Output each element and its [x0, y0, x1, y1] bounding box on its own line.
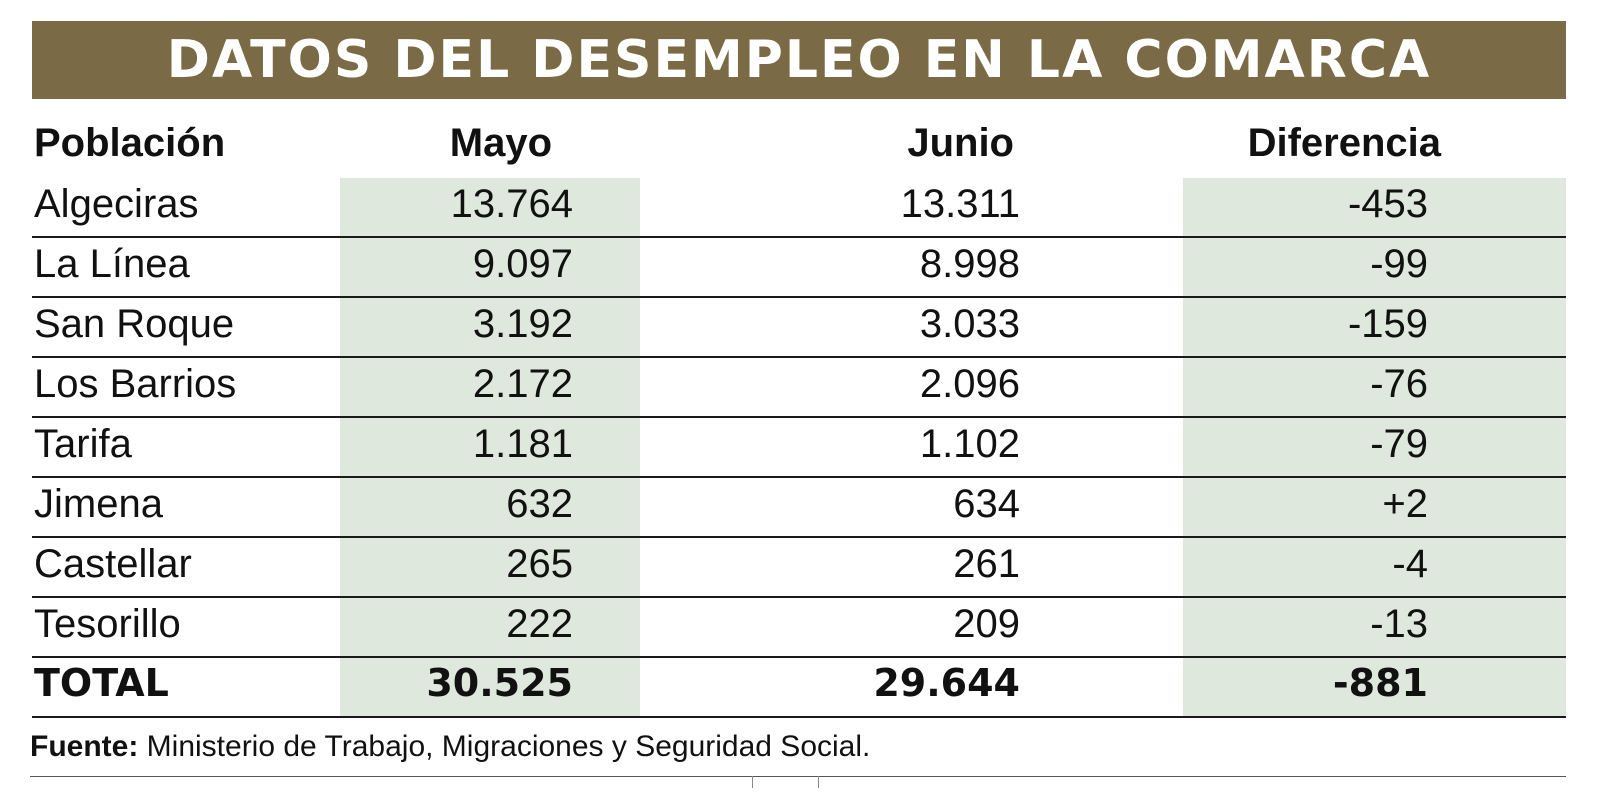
cell-junio: 209 [953, 602, 1020, 646]
table-row: Jimena 632 634 +2 [32, 478, 1566, 538]
cell-poblacion: San Roque [34, 302, 235, 346]
table-row: Tarifa 1.181 1.102 -79 [32, 418, 1566, 478]
table-body: Algeciras 13.764 13.311 -453 La Línea 9.… [0, 178, 1600, 718]
cell-mayo: 9.097 [472, 242, 573, 286]
divider-tick [818, 776, 819, 788]
cell-mayo: 13.764 [450, 182, 573, 226]
cell-mayo: 3.192 [472, 302, 573, 346]
cell-poblacion: Jimena [34, 482, 163, 526]
cell-mayo: 265 [506, 542, 573, 586]
cell-poblacion: Tesorillo [34, 602, 181, 646]
cell-diferencia: -99 [1370, 242, 1428, 286]
cell-junio: 3.033 [919, 302, 1020, 346]
header-poblacion: Población [34, 121, 226, 165]
mayo-column-shading [340, 178, 640, 718]
cell-poblacion: Tarifa [34, 422, 132, 466]
total-row: TOTAL 30.525 29.644 -881 [32, 658, 1566, 718]
table-row: San Roque 3.192 3.033 -159 [32, 298, 1566, 358]
divider-tick [752, 776, 753, 788]
cell-junio: 8.998 [919, 242, 1020, 286]
cell-junio: 634 [953, 482, 1020, 526]
title-banner: DATOS DEL DESEMPLEO EN LA COMARCA [32, 21, 1566, 99]
table-row: Tesorillo 222 209 -13 [32, 598, 1566, 658]
cell-total-diferencia: -881 [1332, 661, 1428, 705]
cell-diferencia: -4 [1392, 542, 1428, 586]
bottom-divider [30, 776, 1566, 777]
source-label: Fuente: [30, 730, 139, 763]
cell-poblacion: Los Barrios [34, 362, 237, 406]
cell-poblacion: Algeciras [34, 182, 199, 226]
cell-diferencia: -159 [1347, 302, 1428, 346]
table-header: Población Mayo Junio Diferencia [0, 115, 1600, 171]
cell-diferencia: -13 [1370, 602, 1428, 646]
cell-mayo: 2.172 [472, 362, 573, 406]
cell-junio: 13.311 [900, 182, 1020, 226]
cell-diferencia: -453 [1347, 182, 1428, 226]
table-row: Castellar 265 261 -4 [32, 538, 1566, 598]
cell-diferencia: -76 [1370, 362, 1428, 406]
cell-mayo: 222 [506, 602, 573, 646]
cell-mayo: 1.181 [472, 422, 573, 466]
source-note: Fuente: Ministerio de Trabajo, Migracion… [30, 730, 870, 764]
cell-poblacion: Castellar [34, 542, 192, 586]
cell-total-junio: 29.644 [873, 661, 1020, 705]
cell-diferencia: +2 [1382, 482, 1428, 526]
cell-total-label: TOTAL [34, 661, 169, 705]
page-title: DATOS DEL DESEMPLEO EN LA COMARCA [166, 30, 1432, 90]
cell-diferencia: -79 [1370, 422, 1428, 466]
header-mayo: Mayo [449, 121, 552, 165]
table-row: Algeciras 13.764 13.311 -453 [32, 178, 1566, 238]
header-junio: Junio [907, 121, 1014, 165]
table-row: Los Barrios 2.172 2.096 -76 [32, 358, 1566, 418]
diferencia-column-shading [1183, 178, 1566, 718]
table-row: La Línea 9.097 8.998 -99 [32, 238, 1566, 298]
cell-junio: 261 [953, 542, 1020, 586]
cell-poblacion: La Línea [34, 242, 190, 286]
cell-total-mayo: 30.525 [426, 661, 573, 705]
cell-mayo: 632 [506, 482, 573, 526]
header-diferencia: Diferencia [1247, 121, 1441, 165]
cell-junio: 1.102 [919, 422, 1020, 466]
cell-junio: 2.096 [919, 362, 1020, 406]
source-text: Ministerio de Trabajo, Migraciones y Seg… [138, 730, 871, 763]
